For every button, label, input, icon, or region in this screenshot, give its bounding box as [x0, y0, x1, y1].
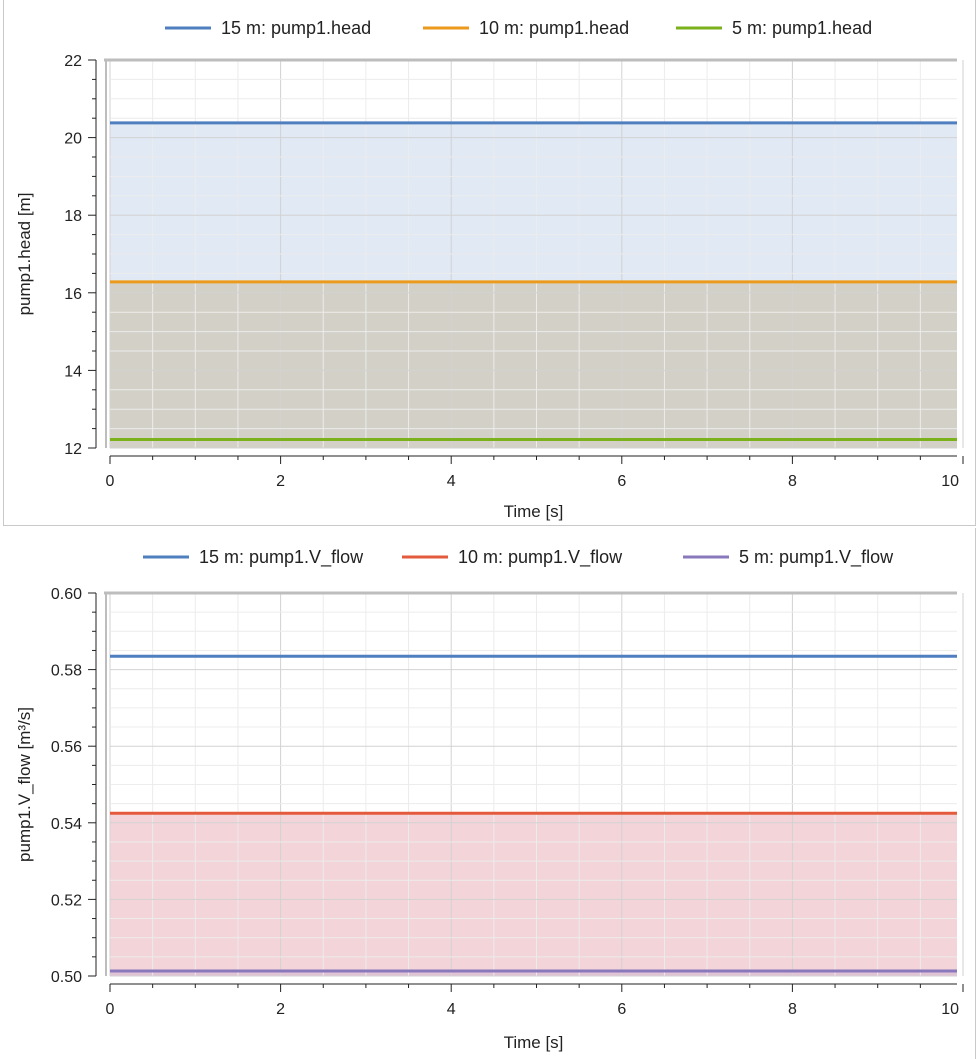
- panel-border-bottom: [3, 525, 976, 526]
- legend: 15 m: pump1.head 10 m: pump1.head 5 m: pum…: [165, 18, 872, 38]
- series-fill-0: [110, 122, 957, 448]
- head-chart-svg: 12 14 16 18 20 22 pump1.head [m] 0 2 4 6 8 10 Time [s…: [15, 18, 964, 521]
- legend-item-1: 10 m: pump1.head: [423, 18, 629, 38]
- series-fill-1: [110, 813, 957, 976]
- y-tick-label: 14: [64, 363, 82, 380]
- legend-item-0: 15 m: pump1.head: [165, 18, 371, 38]
- y-tick-label: 18: [64, 208, 82, 225]
- vflow-chart-svg: 0.50 0.52 0.54 0.56 0.58 0.60 pump1.V_flow [m³…: [15, 547, 964, 1052]
- y-tick-label: 12: [64, 441, 82, 458]
- panel-border-left: [3, 0, 4, 526]
- series-fill-1: [110, 281, 957, 448]
- y-tick-label: 0.54: [51, 816, 82, 833]
- x-tick-label: 2: [276, 1001, 285, 1018]
- legend: 15 m: pump1.V_flow 10 m: pump1.V_flow 5 m:…: [143, 547, 894, 568]
- x-tick-label: 4: [447, 473, 456, 490]
- series-fill-2: [110, 971, 957, 976]
- x-axis-title: Time [s]: [504, 1033, 564, 1052]
- y-axis-title: pump1.head [m]: [15, 193, 34, 316]
- legend-label: 10 m: pump1.head: [479, 18, 629, 38]
- legend-item-1: 10 m: pump1.V_flow: [402, 547, 623, 568]
- y-axis: 12 14 16 18 20 22 pump1.head [m]: [15, 53, 97, 458]
- x-tick-label: 10: [941, 473, 959, 490]
- panel-border-right: [975, 528, 976, 1059]
- y-tick-label: 0.60: [51, 586, 82, 603]
- series-fills: [110, 813, 957, 976]
- y-tick-label: 0.52: [51, 892, 82, 909]
- legend-item-0: 15 m: pump1.V_flow: [143, 547, 364, 568]
- x-tick-label: 6: [617, 1001, 626, 1018]
- x-tick-label: 4: [447, 1001, 456, 1018]
- x-axis-title: Time [s]: [504, 502, 564, 521]
- legend-label: 5 m: pump1.V_flow: [739, 547, 894, 568]
- legend-item-2: 5 m: pump1.V_flow: [683, 547, 894, 568]
- x-tick-label: 0: [106, 473, 115, 490]
- x-axis: 0 2 4 6 8 10 Time [s]: [106, 455, 964, 521]
- y-tick-label: 0.50: [51, 969, 82, 986]
- legend-label: 10 m: pump1.V_flow: [458, 547, 623, 568]
- x-tick-label: 8: [788, 1001, 797, 1018]
- x-tick-label: 6: [617, 473, 626, 490]
- y-tick-label: 0.58: [51, 663, 82, 680]
- x-axis: 0 2 4 6 8 10 Time [s]: [106, 983, 964, 1052]
- legend-label: 15 m: pump1.V_flow: [199, 547, 364, 568]
- panel-border-right: [975, 0, 976, 526]
- legend-label: 15 m: pump1.head: [221, 18, 371, 38]
- y-tick-label: 0.56: [51, 739, 82, 756]
- y-axis: 0.50 0.52 0.54 0.56 0.58 0.60 pump1.V_flow [m³…: [15, 586, 97, 986]
- x-tick-label: 10: [941, 1001, 959, 1018]
- grid: [109, 592, 964, 977]
- series-fills: [110, 122, 957, 448]
- chart-panel-vflow: 0.50 0.52 0.54 0.56 0.58 0.60 pump1.V_flow [m³…: [0, 528, 979, 1059]
- y-axis-title: pump1.V_flow [m³/s]: [15, 707, 34, 862]
- y-tick-label: 20: [64, 131, 82, 148]
- chart-panel-head: 12 14 16 18 20 22 pump1.head [m] 0 2 4 6 8 10 Time [s…: [0, 0, 979, 528]
- y-tick-label: 16: [64, 286, 82, 303]
- grid: [109, 59, 964, 449]
- legend-item-2: 5 m: pump1.head: [676, 18, 872, 38]
- legend-label: 5 m: pump1.head: [732, 18, 872, 38]
- x-tick-label: 2: [276, 473, 285, 490]
- x-tick-label: 0: [106, 1001, 115, 1018]
- y-tick-label: 22: [64, 53, 82, 70]
- x-tick-label: 8: [788, 473, 797, 490]
